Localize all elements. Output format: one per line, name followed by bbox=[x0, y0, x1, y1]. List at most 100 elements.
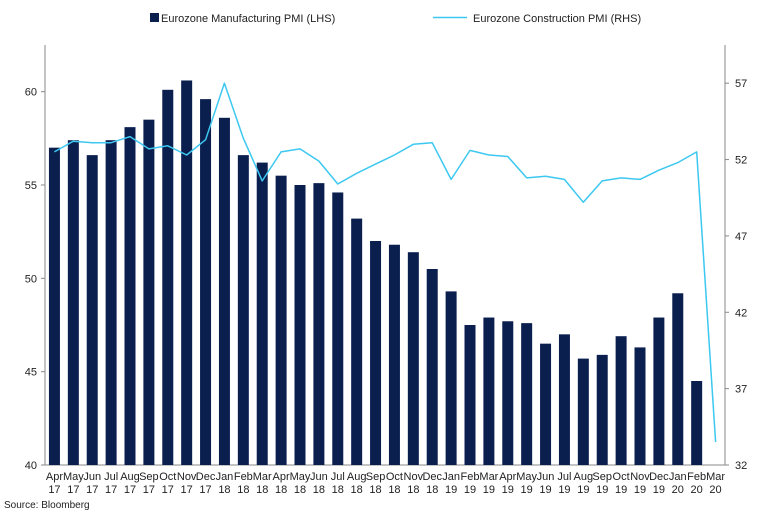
x-tick-month: Feb bbox=[687, 471, 706, 483]
x-axis-tick-label: May 19 bbox=[516, 471, 537, 496]
legend-swatch-manufacturing bbox=[150, 13, 159, 22]
x-axis-tick-label: Aug 18 bbox=[347, 471, 367, 496]
left-axis-tick-label: 40 bbox=[25, 460, 37, 472]
x-axis-tick-label: May 18 bbox=[290, 471, 311, 496]
x-tick-month: Dec bbox=[422, 471, 442, 483]
right-axis-tick-label: 57 bbox=[735, 78, 747, 90]
x-tick-month: Oct bbox=[386, 471, 403, 483]
x-axis-tick-label: Mar 18 bbox=[253, 471, 272, 496]
x-tick-year: 19 bbox=[539, 484, 551, 496]
x-tick-year: 18 bbox=[218, 484, 230, 496]
x-tick-month: Jul bbox=[331, 471, 345, 483]
bar bbox=[691, 381, 703, 465]
x-axis-tick-label: Nov 19 bbox=[630, 471, 650, 496]
x-tick-month: Mar bbox=[479, 471, 498, 483]
x-tick-year: 18 bbox=[388, 484, 400, 496]
x-axis-tick-label: Jul 19 bbox=[557, 471, 571, 496]
x-tick-month: Oct bbox=[613, 471, 630, 483]
x-tick-year: 20 bbox=[672, 484, 684, 496]
axes bbox=[41, 45, 729, 466]
right-axis-tick-label: 47 bbox=[735, 231, 747, 243]
x-tick-year: 19 bbox=[464, 484, 476, 496]
bar bbox=[67, 140, 79, 465]
x-tick-month: Feb bbox=[461, 471, 480, 483]
right-axis-tick-label: 32 bbox=[735, 460, 747, 472]
bar bbox=[351, 218, 363, 465]
bar bbox=[445, 291, 457, 465]
bar bbox=[162, 89, 174, 466]
bar bbox=[275, 175, 287, 465]
right-axis-tick-label: 52 bbox=[735, 155, 747, 167]
right-axis-tick-label: 42 bbox=[735, 307, 747, 319]
x-axis-tick-label: Oct 19 bbox=[613, 471, 630, 496]
bar bbox=[332, 192, 344, 465]
x-tick-year: 19 bbox=[483, 484, 495, 496]
x-axis-tick-label: Sep 18 bbox=[366, 471, 386, 496]
x-tick-year: 18 bbox=[313, 484, 325, 496]
bar bbox=[521, 323, 533, 465]
x-tick-year: 18 bbox=[332, 484, 344, 496]
line-series-construction bbox=[54, 82, 717, 443]
x-tick-year: 20 bbox=[691, 484, 703, 496]
x-tick-year: 18 bbox=[407, 484, 419, 496]
x-axis-tick-label: Apr 18 bbox=[273, 471, 290, 496]
x-axis-tick-label: Aug 19 bbox=[574, 471, 594, 496]
x-tick-month: Aug bbox=[574, 471, 594, 483]
x-tick-month: Jul bbox=[557, 471, 571, 483]
x-tick-year: 18 bbox=[426, 484, 438, 496]
x-axis-tick-label: Jul 18 bbox=[331, 471, 345, 496]
bar bbox=[596, 354, 608, 465]
bar bbox=[540, 343, 552, 465]
x-tick-year: 19 bbox=[615, 484, 627, 496]
x-tick-year: 19 bbox=[596, 484, 608, 496]
x-tick-month: Nov bbox=[177, 471, 197, 483]
x-tick-month: May bbox=[290, 471, 311, 483]
bar bbox=[370, 241, 382, 465]
x-tick-month: Aug bbox=[347, 471, 367, 483]
x-tick-month: Jun bbox=[537, 471, 555, 483]
x-tick-month: Dec bbox=[196, 471, 216, 483]
x-tick-year: 17 bbox=[48, 484, 60, 496]
x-tick-year: 18 bbox=[237, 484, 249, 496]
bar bbox=[256, 162, 268, 465]
x-axis-tick-label: Oct 18 bbox=[386, 471, 403, 496]
bar bbox=[407, 252, 419, 465]
x-axis-tick-label: Dec 17 bbox=[196, 471, 216, 496]
bar bbox=[634, 347, 646, 465]
x-tick-year: 19 bbox=[445, 484, 457, 496]
x-axis-tick-label: Dec 19 bbox=[649, 471, 669, 496]
x-tick-year: 18 bbox=[351, 484, 363, 496]
x-tick-month: Dec bbox=[649, 471, 669, 483]
x-tick-month: Sep bbox=[139, 471, 159, 483]
x-tick-year: 17 bbox=[199, 484, 211, 496]
x-axis-tick-label: Jan 18 bbox=[216, 471, 234, 496]
x-tick-month: Sep bbox=[366, 471, 386, 483]
x-tick-month: Jun bbox=[310, 471, 328, 483]
bar bbox=[48, 147, 60, 465]
x-axis-tick-label: Jan 20 bbox=[669, 471, 687, 496]
bar bbox=[294, 185, 306, 465]
x-tick-year: 19 bbox=[521, 484, 533, 496]
x-tick-year: 19 bbox=[558, 484, 570, 496]
left-axis-tick-label: 45 bbox=[25, 367, 37, 379]
x-tick-year: 19 bbox=[502, 484, 514, 496]
x-tick-month: Sep bbox=[592, 471, 612, 483]
x-tick-year: 18 bbox=[369, 484, 381, 496]
left-axis-tick-label: 60 bbox=[25, 87, 37, 99]
left-axis-tick-label: 50 bbox=[25, 273, 37, 285]
x-tick-month: Mar bbox=[253, 471, 272, 483]
x-axis-tick-label: Nov 18 bbox=[404, 471, 424, 496]
x-tick-year: 17 bbox=[67, 484, 79, 496]
x-axis-tick-label: Nov 17 bbox=[177, 471, 197, 496]
legend: Eurozone Manufacturing PMI (LHS) Eurozon… bbox=[150, 13, 641, 25]
x-axis-tick-label: Apr 19 bbox=[499, 471, 516, 496]
bar bbox=[143, 119, 155, 466]
x-axis-tick-label: Apr 17 bbox=[46, 471, 63, 496]
x-tick-year: 17 bbox=[86, 484, 98, 496]
bar bbox=[558, 334, 570, 465]
bar bbox=[502, 321, 514, 465]
x-tick-year: 18 bbox=[256, 484, 268, 496]
x-tick-month: Apr bbox=[273, 471, 290, 483]
bar bbox=[577, 358, 589, 465]
